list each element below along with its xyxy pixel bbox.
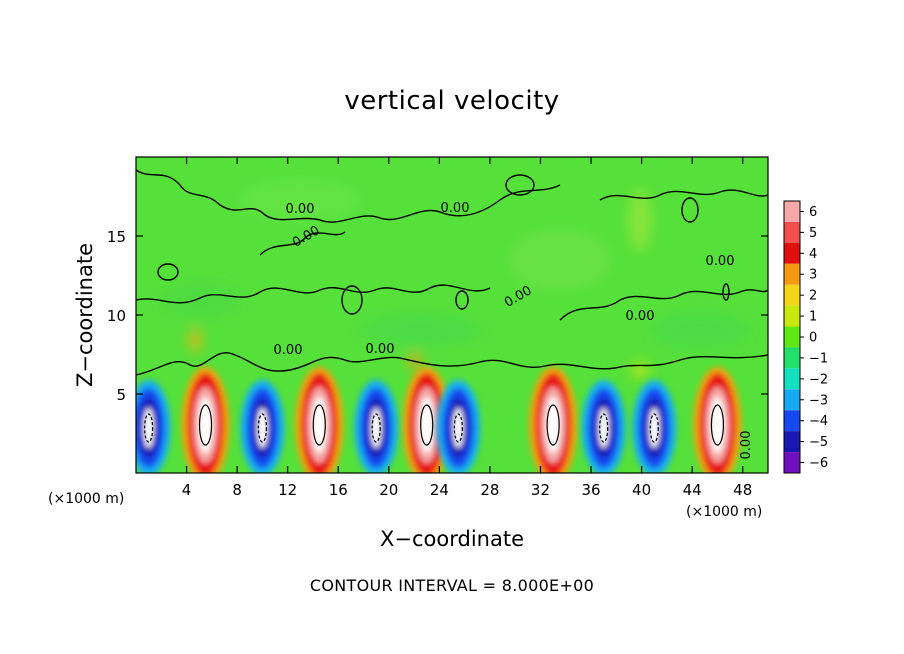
y-axis-ticks: 5 10 15 — [107, 228, 768, 404]
downdraft-cell — [354, 380, 399, 473]
x-tick-label: 20 — [379, 481, 398, 499]
core-contour — [312, 404, 326, 446]
colorbar-swatch — [784, 347, 800, 369]
x-tick-label: 32 — [531, 481, 550, 499]
colorbar-label: −5 — [809, 435, 828, 450]
downdraft-cell — [240, 380, 285, 473]
zero-contour-loop — [341, 285, 363, 315]
contour-label: 0.00 — [274, 343, 303, 358]
colorbar-swatch — [784, 410, 800, 432]
colorbar-label: 3 — [809, 268, 817, 283]
chart-title: vertical velocity — [344, 86, 560, 116]
zero-contour-line — [559, 289, 768, 321]
colorbar-label: −6 — [809, 456, 828, 471]
core-contours — [144, 404, 725, 446]
core-contour-negative — [599, 413, 609, 443]
colorbar-swatch — [784, 263, 800, 285]
colorbar-label: −3 — [809, 393, 828, 408]
colorbar-swatch — [784, 201, 800, 222]
colorbar-label: 2 — [809, 289, 817, 304]
zero-contour-line — [259, 231, 346, 256]
contour-label: 0.00 — [706, 254, 735, 269]
updraft-cell — [402, 367, 451, 473]
updraft-cell — [295, 367, 344, 473]
zero-contours — [136, 169, 768, 376]
colorbar-swatch — [784, 221, 800, 243]
core-contour-negative — [144, 413, 154, 443]
zero-contour-line — [599, 189, 768, 201]
x-tick-label: 44 — [683, 481, 702, 499]
zero-contour-loop — [505, 174, 535, 196]
colorbar-label: 5 — [809, 226, 817, 241]
colorbar-swatch — [784, 305, 800, 327]
x-axis-ticks: 4 8 12 16 20 24 28 32 36 40 44 48 — [182, 157, 752, 499]
colorbar: 6 5 4 3 2 1 0 −1 −2 −3 −4 −5 −6 — [783, 200, 828, 474]
contour-label: 0.00 — [366, 342, 395, 357]
x-tick-label: 28 — [480, 481, 499, 499]
zero-contour-loop — [157, 263, 179, 281]
colorbar-swatch — [784, 452, 800, 473]
x-unit-label-left: (×1000 m) — [48, 491, 124, 507]
x-unit-label-right: (×1000 m) — [686, 504, 762, 520]
core-contour — [198, 404, 213, 446]
colorbar-swatch — [784, 431, 800, 453]
updraft-cell — [529, 367, 578, 473]
x-tick-label: 36 — [581, 481, 600, 499]
x-tick-label: 40 — [632, 481, 651, 499]
colorbar-swatch — [784, 368, 800, 390]
zero-contour-line — [136, 169, 561, 223]
velocity-cells — [136, 367, 742, 473]
core-contour — [420, 404, 434, 446]
plot-area: 0.00 0.000.000.000.000.000.000.000.00 — [136, 157, 768, 473]
core-contour-negative — [257, 413, 267, 443]
colorbar-label: −2 — [809, 372, 828, 387]
x-axis-title: X−coordinate — [380, 527, 524, 551]
zero-contour-line — [136, 284, 491, 304]
colorbar-label: 4 — [809, 247, 817, 262]
colorbar-label: 1 — [809, 310, 817, 325]
y-axis-title: Z−coordinate — [73, 243, 97, 387]
zero-contour-loop — [681, 197, 699, 223]
zero-contour-loop — [455, 290, 469, 310]
downdraft-cell — [136, 380, 171, 473]
background-mottle — [160, 180, 750, 378]
contour-label: 0.00 — [441, 201, 470, 216]
colorbar-swatch — [784, 389, 800, 411]
colorbar-swatch — [784, 326, 800, 348]
downdraft-cell — [581, 380, 626, 473]
zero-contour-line — [136, 352, 768, 376]
contour-label: 0.00 — [626, 309, 655, 324]
colorbar-label: 6 — [809, 205, 817, 220]
x-tick-label: 48 — [733, 481, 752, 499]
downdraft-cell — [436, 380, 481, 473]
x-tick-label: 12 — [278, 481, 297, 499]
x-tick-label: 16 — [329, 481, 348, 499]
colorbar-swatch — [784, 284, 800, 306]
core-contour-negative — [649, 413, 659, 443]
colorbar-label: 0 — [809, 331, 817, 346]
updraft-cell — [693, 367, 742, 473]
x-tick-label: 24 — [430, 481, 449, 499]
zero-contour-loop — [722, 283, 730, 301]
colorbar-label: −4 — [809, 414, 828, 429]
contour-interval-note: CONTOUR INTERVAL = 8.000E+00 — [309, 576, 595, 595]
updraft-cell — [181, 367, 230, 473]
core-contour — [710, 404, 725, 446]
contour-label: 0.00 — [286, 202, 315, 217]
y-tick-label: 15 — [107, 228, 126, 246]
core-contour-negative — [371, 413, 381, 443]
colorbar-label: −1 — [809, 351, 828, 366]
x-tick-label: 4 — [182, 481, 192, 499]
colorbar-swatch — [784, 242, 800, 264]
y-tick-label: 5 — [116, 386, 126, 404]
contour-label: 0.00 — [739, 431, 754, 460]
downdraft-cell — [632, 380, 677, 473]
core-contour — [546, 404, 560, 446]
x-tick-label: 8 — [232, 481, 242, 499]
y-tick-label: 10 — [107, 307, 126, 325]
core-contour-negative — [453, 413, 463, 443]
